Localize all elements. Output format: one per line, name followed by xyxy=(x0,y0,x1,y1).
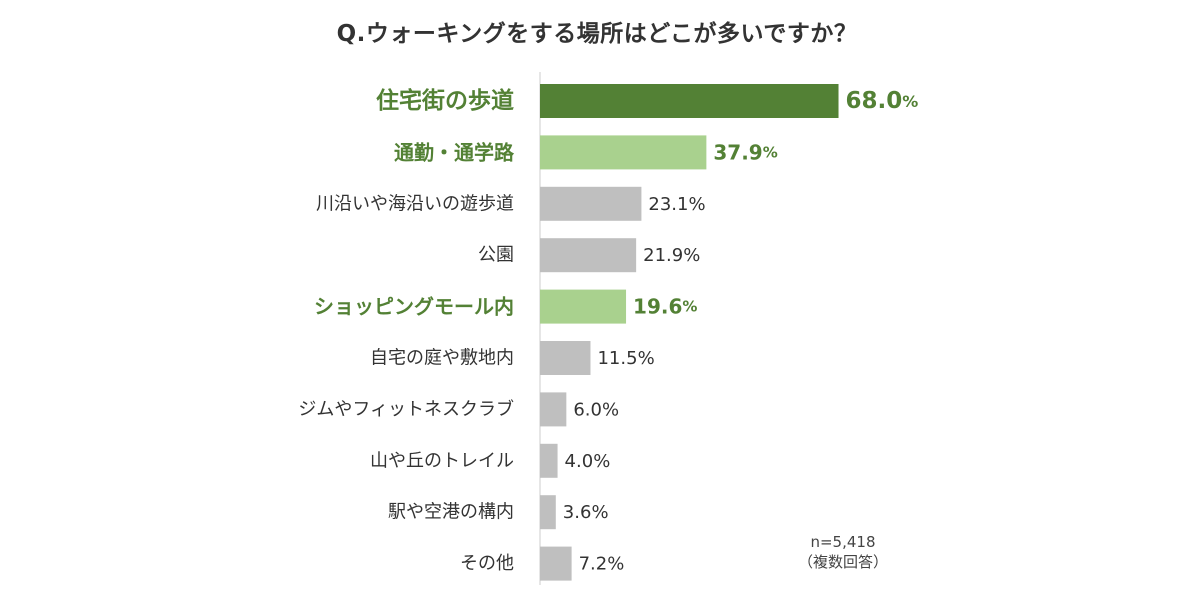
answer-type: （複数回答） xyxy=(797,553,888,571)
chart-title: Q.ウォーキングをする場所はどこが多いですか？ xyxy=(336,21,858,47)
value-label: 37.9% xyxy=(713,140,777,164)
category-label: 通勤・通学路 xyxy=(394,140,515,164)
value-label: 11.5% xyxy=(597,348,654,369)
bar xyxy=(540,443,558,478)
value-label: 4.0% xyxy=(565,450,611,471)
category-label: 川沿いや海沿いの遊歩道 xyxy=(316,193,514,214)
bar xyxy=(540,341,591,375)
value-label: 23.1% xyxy=(648,193,705,214)
sample-note: n=5,418 （複数回答） xyxy=(778,532,908,572)
bars-layer: 住宅街の歩道 68.0% 通勤・通学路 37.9% 川沿いや海沿いの遊歩道 23.1% 公園… xyxy=(298,72,918,585)
category-label: 自宅の庭や敷地内 xyxy=(370,348,514,369)
bar xyxy=(540,186,642,221)
category-label: 住宅街の歩道 xyxy=(376,87,514,114)
category-label: 駅や空港の構内 xyxy=(388,502,514,523)
sample-size: n=5,418 xyxy=(810,533,876,551)
value-label: 3.6% xyxy=(563,502,609,523)
bar xyxy=(540,392,567,427)
bar xyxy=(540,495,556,530)
bar xyxy=(540,546,572,581)
bar xyxy=(540,84,839,118)
value-label: 68.0% xyxy=(846,88,919,114)
value-label: 21.9% xyxy=(643,245,700,266)
value-label: 7.2% xyxy=(579,553,625,574)
bar xyxy=(540,135,707,170)
category-label: 山や丘のトレイル xyxy=(370,450,514,471)
category-label: ショッピングモール内 xyxy=(314,295,514,319)
category-label: 公園 xyxy=(478,245,514,266)
bar xyxy=(540,238,637,273)
value-label: 6.0% xyxy=(573,399,619,420)
category-label: ジムやフィットネスクラブ xyxy=(298,398,514,420)
category-label: その他 xyxy=(460,553,514,574)
value-label: 19.6% xyxy=(633,295,697,319)
bar xyxy=(540,289,627,324)
